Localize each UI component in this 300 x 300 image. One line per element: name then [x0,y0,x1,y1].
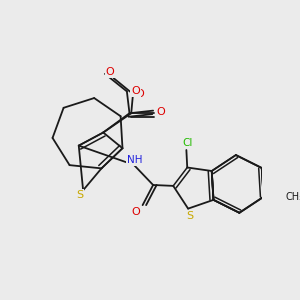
Text: O: O [157,106,165,116]
Text: NH: NH [127,154,142,165]
Text: O: O [157,108,165,118]
Text: S: S [76,190,83,200]
Text: O: O [131,86,140,96]
Text: CH₃: CH₃ [285,192,300,202]
Text: O: O [131,207,140,217]
Text: O: O [136,89,144,99]
Text: Cl: Cl [182,138,192,148]
Text: S: S [186,212,194,221]
Text: O: O [106,67,115,77]
